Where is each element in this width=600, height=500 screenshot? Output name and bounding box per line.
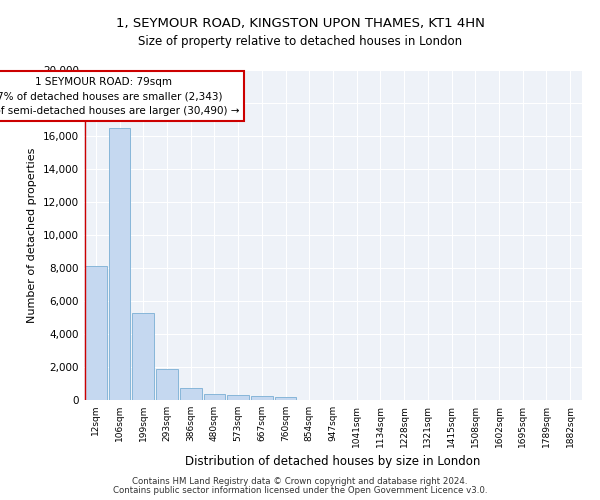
Bar: [275, 396, 296, 400]
Text: Contains HM Land Registry data © Crown copyright and database right 2024.: Contains HM Land Registry data © Crown c…: [132, 477, 468, 486]
Bar: [109, 128, 130, 400]
Y-axis label: Number of detached properties: Number of detached properties: [28, 148, 37, 322]
Bar: [251, 396, 273, 400]
Bar: [133, 312, 154, 400]
Bar: [85, 266, 107, 400]
Text: 1, SEYMOUR ROAD, KINGSTON UPON THAMES, KT1 4HN: 1, SEYMOUR ROAD, KINGSTON UPON THAMES, K…: [116, 18, 484, 30]
Bar: [203, 394, 226, 400]
Text: Contains public sector information licensed under the Open Government Licence v3: Contains public sector information licen…: [113, 486, 487, 495]
Text: 1 SEYMOUR ROAD: 79sqm
← 7% of detached houses are smaller (2,343)
93% of semi-de: 1 SEYMOUR ROAD: 79sqm ← 7% of detached h…: [0, 76, 239, 116]
Bar: [156, 370, 178, 400]
X-axis label: Distribution of detached houses by size in London: Distribution of detached houses by size …: [185, 456, 481, 468]
Bar: [180, 388, 202, 400]
Bar: [227, 395, 249, 400]
Text: Size of property relative to detached houses in London: Size of property relative to detached ho…: [138, 35, 462, 48]
